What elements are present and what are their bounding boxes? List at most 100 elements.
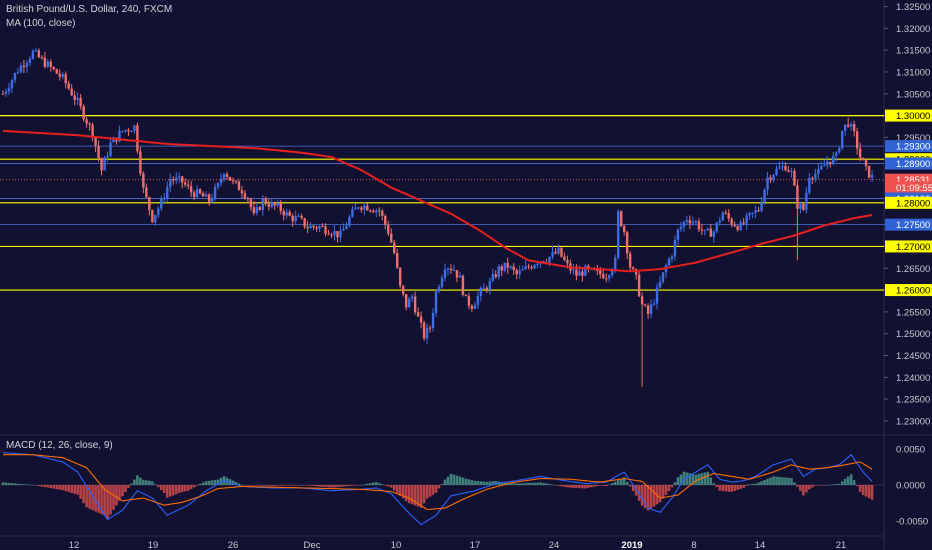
candle-body xyxy=(375,210,378,213)
macd-histogram-bar xyxy=(584,485,587,489)
candle-body xyxy=(443,269,447,278)
macd-histogram-bar xyxy=(46,485,50,488)
macd-histogram-bar xyxy=(572,485,575,488)
price-tick-label: 1.29500 xyxy=(896,133,930,144)
candle-body xyxy=(652,303,656,305)
candle-body xyxy=(225,174,229,177)
macd-histogram-bar xyxy=(294,485,297,486)
candle-body xyxy=(682,221,686,227)
macd-histogram-bar xyxy=(103,485,106,516)
candle-body xyxy=(357,207,360,209)
macd-histogram-bar xyxy=(852,480,856,485)
candle-body xyxy=(482,287,486,289)
candle-body xyxy=(216,183,220,188)
macd-legend[interactable]: MACD (12, 26, close, 9) xyxy=(6,440,113,451)
macd-histogram-bar xyxy=(718,485,722,491)
candle-body xyxy=(396,253,399,268)
candle-body xyxy=(640,296,644,305)
moving-average xyxy=(2,129,873,273)
candle-body xyxy=(378,210,381,212)
chart-title[interactable]: British Pound/U.S. Dollar, 240, FXCM xyxy=(6,4,173,15)
candle-body xyxy=(485,287,489,290)
macd-line xyxy=(2,452,873,526)
macd-histogram-bar xyxy=(404,485,408,501)
candle-body xyxy=(596,269,599,271)
macd-histogram-bar xyxy=(19,483,23,485)
time-tick-label: 17 xyxy=(470,540,481,550)
candle-body xyxy=(736,226,739,230)
candle-body xyxy=(506,262,509,268)
macd-histogram-bar xyxy=(667,485,671,492)
macd-histogram-bar xyxy=(661,485,665,499)
candle-body xyxy=(210,198,214,202)
candle-body xyxy=(297,215,300,217)
candle-body xyxy=(846,124,850,127)
candle-body xyxy=(754,210,757,213)
candle-body xyxy=(787,170,790,172)
macd-histogram-bar xyxy=(781,477,784,485)
macd-histogram-bar xyxy=(207,480,211,485)
candle-body xyxy=(608,275,611,279)
macd-histogram-bar xyxy=(539,482,542,485)
macd-histogram-bar xyxy=(79,485,82,499)
price-tick-label: 1.23000 xyxy=(896,416,930,427)
candle-body xyxy=(515,269,518,275)
macd-histogram-bar xyxy=(598,485,602,486)
macd-histogram-bar xyxy=(270,485,274,486)
candle-body xyxy=(849,124,853,127)
candle-body xyxy=(160,198,163,209)
candle-body xyxy=(186,184,190,187)
macd-histogram-bar xyxy=(237,483,241,485)
candle-body xyxy=(631,267,635,270)
macd-histogram-bar xyxy=(858,485,862,492)
macd-histogram-bar xyxy=(721,485,725,492)
candle-body xyxy=(527,266,530,268)
candle-body xyxy=(189,186,193,193)
macd-histogram-bar xyxy=(619,478,623,485)
candle-body xyxy=(261,198,265,210)
macd-histogram-bar xyxy=(130,483,133,485)
macd-histogram-bar xyxy=(31,485,35,486)
candle-body xyxy=(554,251,557,254)
candle-body xyxy=(730,218,733,225)
macd-histogram-bar xyxy=(811,485,814,488)
time-tick-label: 24 xyxy=(549,540,560,550)
candle-body xyxy=(416,312,420,317)
macd-histogram-bar xyxy=(156,485,160,488)
candle-body xyxy=(440,277,444,288)
candle-body xyxy=(1,93,5,95)
macd-histogram-bar xyxy=(345,485,348,487)
macd-histogram-bar xyxy=(428,485,432,497)
candle-body xyxy=(814,173,817,179)
macd-histogram-bar xyxy=(183,485,187,492)
macd-histogram-bar xyxy=(796,485,799,487)
candle-body xyxy=(542,261,545,263)
macd-histogram-bar xyxy=(410,485,414,505)
candle-body xyxy=(330,234,333,236)
candle-body xyxy=(625,232,629,254)
candle-body xyxy=(518,270,521,275)
ma-legend[interactable]: MA (100, close) xyxy=(6,18,76,29)
price-tick-label: 1.32000 xyxy=(896,24,930,35)
macd-histogram-bar xyxy=(596,485,599,487)
macd-histogram-bar xyxy=(569,485,572,488)
macd-histogram-bar xyxy=(673,482,677,485)
macd-histogram-bar xyxy=(745,485,748,487)
candle-body xyxy=(276,203,279,206)
macd-histogram-bar xyxy=(799,485,802,492)
macd-histogram-bar xyxy=(834,484,838,485)
macd-histogram-bar xyxy=(52,485,56,489)
candle-body xyxy=(79,98,82,107)
candle-body xyxy=(387,224,390,234)
candle-body xyxy=(419,316,423,323)
macd-histogram-bar xyxy=(601,485,605,486)
candle-body xyxy=(817,168,820,174)
candle-body xyxy=(637,274,641,297)
candle-body xyxy=(449,268,453,271)
candle-body xyxy=(826,161,829,166)
candle-body xyxy=(342,229,345,231)
macd-histogram-bar xyxy=(431,485,435,495)
macd-histogram-bar xyxy=(139,477,142,485)
candle-body xyxy=(410,296,414,299)
